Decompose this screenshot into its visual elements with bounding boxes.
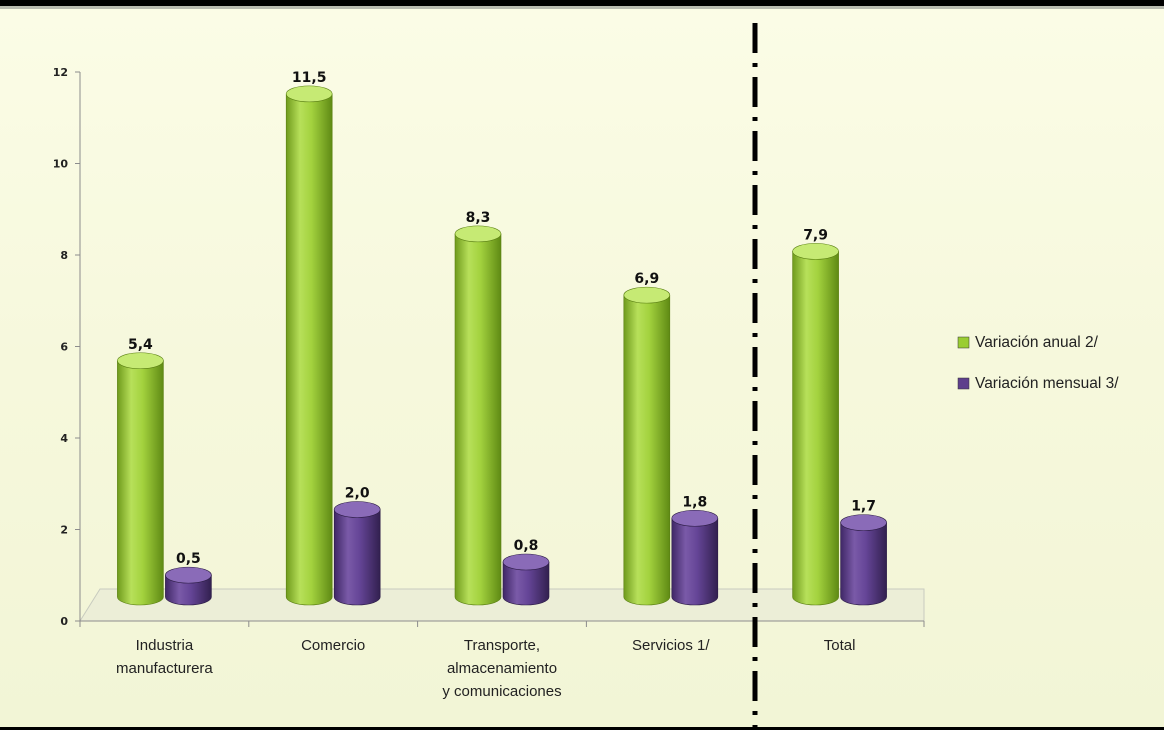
- bar-anual: [285, 85, 333, 606]
- bar-top: [117, 352, 164, 370]
- bar-mensual: [671, 509, 719, 606]
- bar-anual: [623, 286, 671, 606]
- bar-top: [502, 553, 550, 571]
- bar-anual: [117, 352, 164, 606]
- labels-layer: Industria manufacturera Comercio Transporte…: [116, 70, 876, 700]
- y-tick-label: 4: [60, 432, 68, 445]
- bar-body: [840, 522, 887, 606]
- bar-top: [285, 85, 333, 103]
- y-tick-label: 8: [60, 249, 68, 262]
- bar-top: [671, 509, 719, 527]
- bar-body: [454, 233, 502, 606]
- y-tick-label: 10: [53, 158, 69, 171]
- bar-top: [840, 514, 887, 531]
- legend-swatch: [957, 336, 970, 349]
- y-tick-label: 6: [60, 341, 68, 354]
- bar-body: [792, 251, 839, 606]
- bar-top: [333, 501, 381, 518]
- data-label: 0,8: [514, 538, 539, 554]
- bar-body: [623, 294, 671, 606]
- legend-label: Variación anual 2/: [975, 334, 1099, 351]
- legend: Variación anual 2/Variación mensual 3/: [957, 334, 1119, 392]
- bar-top: [792, 243, 839, 260]
- data-label: 8,3: [466, 210, 491, 226]
- data-label: 1,8: [682, 494, 707, 510]
- bar-top: [623, 286, 671, 304]
- legend-swatch: [957, 377, 970, 390]
- bar-chart: 0 2 4 6 8 10 12 Industria manufacturera Comercio…: [53, 23, 1119, 730]
- category-label: Industria manufacturera: [116, 637, 213, 677]
- data-label: 2,0: [345, 486, 370, 502]
- bar-body: [333, 509, 381, 606]
- bar-anual: [454, 225, 502, 606]
- bar-body: [502, 561, 550, 606]
- bars-layer: [117, 85, 887, 606]
- data-label: 11,5: [292, 70, 327, 86]
- category-label: Transporte, almacenamiento y comunicacione…: [442, 637, 561, 700]
- data-label: 6,9: [634, 271, 659, 287]
- bar-body: [671, 517, 719, 606]
- category-label: Comercio: [301, 637, 365, 654]
- bar-mensual: [165, 566, 212, 606]
- data-label: 5,4: [128, 337, 153, 353]
- category-label: Total: [824, 637, 856, 654]
- y-tick-label: 12: [53, 66, 68, 79]
- bar-mensual: [840, 514, 887, 606]
- y-tick-label: 0: [60, 615, 68, 628]
- bar-body: [117, 360, 164, 606]
- bar-anual: [792, 243, 839, 606]
- bar-body: [165, 574, 212, 606]
- data-label: 1,7: [851, 499, 876, 515]
- bar-body: [285, 93, 333, 606]
- category-label: Servicios 1/: [632, 637, 710, 654]
- bar-top: [165, 566, 212, 584]
- data-label: 0,5: [176, 551, 201, 567]
- y-tick-label: 2: [60, 524, 68, 537]
- legend-label: Variación mensual 3/: [975, 375, 1119, 392]
- bar-mensual: [333, 501, 381, 606]
- chart-panel: 0 2 4 6 8 10 12 Industria manufacturera Comercio…: [0, 6, 1164, 730]
- data-label: 7,9: [803, 227, 828, 243]
- bar-top: [454, 225, 502, 243]
- bar-mensual: [502, 553, 550, 606]
